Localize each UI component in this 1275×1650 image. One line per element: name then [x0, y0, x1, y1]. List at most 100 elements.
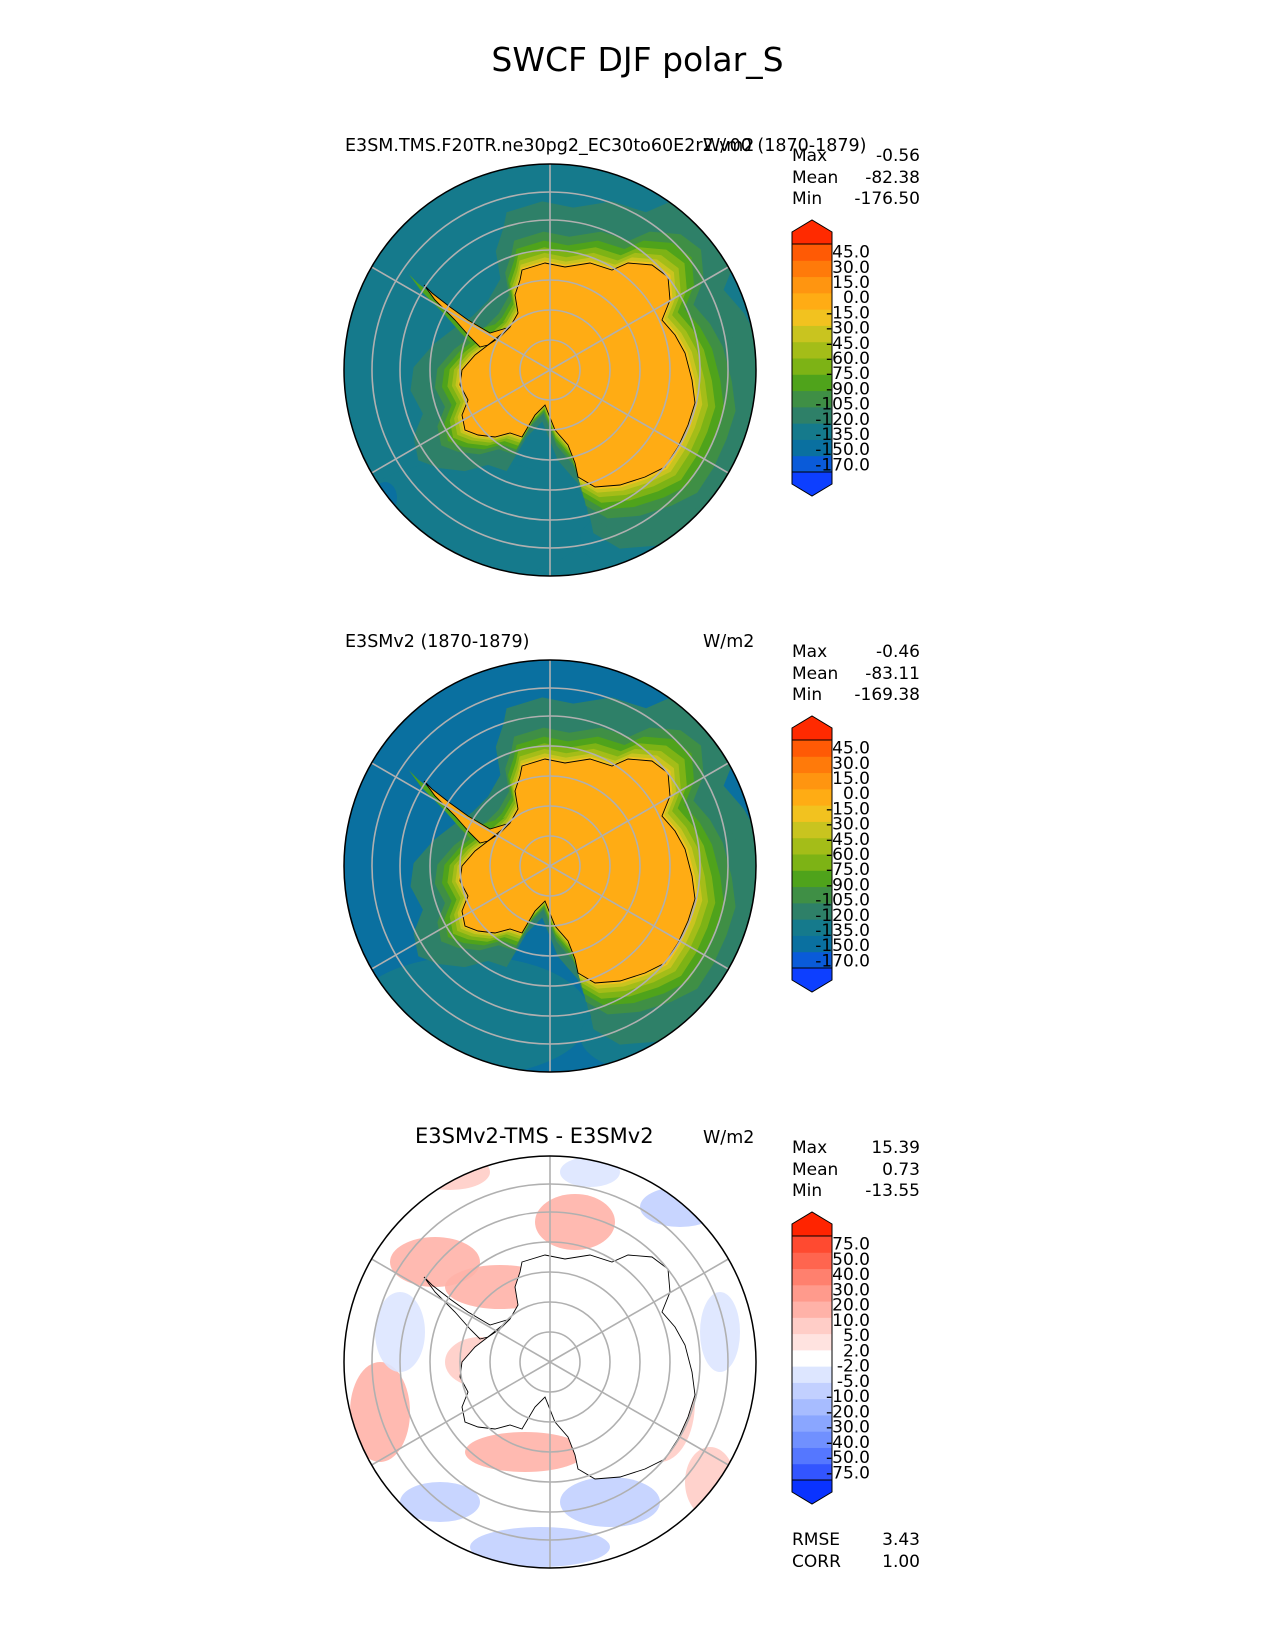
stat-value: -83.11	[865, 663, 920, 684]
colorbar-swatch	[792, 439, 832, 457]
meridian-line	[549, 266, 729, 371]
stat-value: -0.46	[876, 642, 920, 662]
anomaly-patch	[470, 1527, 610, 1567]
colorbar-swatch	[792, 390, 832, 408]
panel-2-colorbar: -170.0-150.0-135.0-120.0-105.0-90.0-75.0…	[791, 715, 870, 993]
colorbar-swatch	[792, 455, 832, 473]
colorbar-swatch	[792, 935, 832, 953]
colorbar-extend-max	[791, 715, 833, 741]
metric-row-rmse: RMSE 3.43	[792, 1530, 920, 1552]
stat-row-max: Max 15.39	[792, 1138, 920, 1160]
anomaly-patch	[535, 1194, 615, 1250]
stat-row-mean: Mean 0.73	[792, 1160, 920, 1182]
colorbar-tick-label: -75.0	[826, 860, 870, 880]
colorbar-tick-label: 45.0	[832, 243, 870, 263]
map-boundary	[343, 659, 757, 1073]
colorbar-swatch	[792, 821, 832, 839]
anomaly-patch	[700, 1292, 740, 1372]
colorbar-extend-max	[791, 219, 833, 245]
colorbar-tick-label: -105.0	[815, 891, 870, 911]
stat-label: Max	[792, 146, 828, 166]
colorbar-tick-label: -170.0	[815, 455, 870, 475]
metric-label: RMSE	[792, 1530, 841, 1550]
colorbar-tick-label: -120.0	[815, 906, 870, 926]
colorbar-swatch	[792, 1268, 832, 1286]
colorbar-swatch	[792, 341, 832, 359]
anomaly-patch	[344, 1492, 400, 1532]
colorbar-tick-label: -40.0	[826, 1433, 870, 1453]
colorbar-swatch	[792, 358, 832, 375]
colorbar-swatch	[792, 788, 832, 806]
meridian-line	[371, 1258, 551, 1363]
colorbar-swatch	[792, 854, 832, 871]
anomaly-patch	[640, 1187, 720, 1227]
panel-3-map	[343, 1155, 757, 1569]
panel-3-colorbar: -75.0-50.0-40.0-30.0-20.0-10.0-5.0-2.02.…	[791, 1211, 870, 1505]
panel-3-units: W/m2	[703, 1128, 755, 1148]
colorbar-swatch	[792, 1349, 832, 1367]
panel-1-title: E3SM.TMS.F20TR.ne30pg2_EC30to60E2r2.v00 …	[345, 136, 867, 156]
colorbar-tick-label: -170.0	[815, 951, 870, 971]
colorbar-tick-label: -15.0	[826, 799, 870, 819]
colorbar-tick-label: -120.0	[815, 410, 870, 430]
panel-2-map	[343, 659, 757, 1073]
colorbar-swatch	[792, 886, 832, 904]
panel-3-title: E3SMv2-TMS - E3SMv2	[415, 1124, 654, 1148]
colorbar-swatch	[792, 1301, 832, 1318]
colorbar-tick-label: -50.0	[826, 1448, 870, 1468]
colorbar-tick-label: 30.0	[832, 754, 870, 774]
map-boundary	[343, 163, 757, 577]
colorbar-tick-label: 75.0	[832, 1235, 870, 1255]
colorbar-swatch	[792, 1333, 832, 1351]
colorbar-swatch	[792, 244, 832, 261]
panel-2-stats: Max -0.46 Mean -83.11 Min -169.38	[792, 642, 920, 707]
colorbar-swatch	[792, 260, 832, 278]
colorbar-swatch	[792, 837, 832, 855]
meridian-line	[549, 1258, 729, 1363]
anomaly-patch	[375, 1292, 425, 1372]
panel-1-map	[343, 163, 757, 577]
meridian-line	[371, 865, 551, 970]
stat-label: Max	[792, 642, 828, 662]
colorbar-tick-label: 45.0	[832, 739, 870, 759]
colorbar-swatch	[792, 1236, 832, 1253]
panel-1-stats: Max -0.56 Mean -82.38 Min -176.50	[792, 146, 920, 211]
colorbar-tick-label: 10.0	[832, 1311, 870, 1331]
colorbar-swatch	[792, 423, 832, 440]
meridian-line	[371, 369, 551, 474]
stat-row-min: Min -176.50	[792, 189, 920, 211]
colorbar-tick-label: -45.0	[826, 830, 870, 850]
colorbar-swatch	[792, 1317, 832, 1335]
colorbar-swatch	[792, 870, 832, 888]
colorbar-swatch	[792, 1366, 832, 1383]
colorbar-swatch	[792, 919, 832, 936]
colorbar-swatch	[792, 1398, 832, 1416]
colorbar-tick-label: -10.0	[826, 1387, 870, 1407]
colorbar-swatch	[792, 772, 832, 790]
stat-value: 0.73	[882, 1159, 920, 1180]
colorbar-tick-label: 0.0	[843, 288, 870, 308]
stat-label: Min	[792, 685, 823, 705]
colorbar-tick-label: 0.0	[843, 784, 870, 804]
colorbar-swatch	[792, 1463, 832, 1481]
panel-3-stats: Max 15.39 Mean 0.73 Min -13.55	[792, 1138, 920, 1203]
metric-row-corr: CORR 1.00	[792, 1552, 920, 1574]
figure-title: SWCF DJF polar_S	[491, 40, 784, 79]
colorbar-tick-label: -75.0	[826, 1463, 870, 1483]
stat-value: -0.56	[876, 146, 920, 166]
colorbar-tick-label: -60.0	[826, 845, 870, 865]
stat-value: -13.55	[865, 1181, 920, 1201]
graticule	[371, 660, 729, 1072]
colorbar-tick-label: -30.0	[826, 1418, 870, 1438]
colorbar-extend-min	[791, 1479, 833, 1505]
stat-label: Mean	[792, 663, 839, 684]
anomaly-patch	[350, 1362, 410, 1462]
panel-1-colorbar: -170.0-150.0-135.0-120.0-105.0-90.0-75.0…	[791, 219, 870, 497]
colorbar-tick-label: 20.0	[832, 1296, 870, 1316]
colorbar-swatch	[792, 1252, 832, 1270]
colorbar-tick-label: -2.0	[837, 1357, 870, 1377]
colorbar-tick-label: 50.0	[832, 1250, 870, 1270]
colorbar-tick-label: -75.0	[826, 364, 870, 384]
colorbar-swatch	[792, 276, 832, 294]
stat-label: Mean	[792, 167, 839, 188]
